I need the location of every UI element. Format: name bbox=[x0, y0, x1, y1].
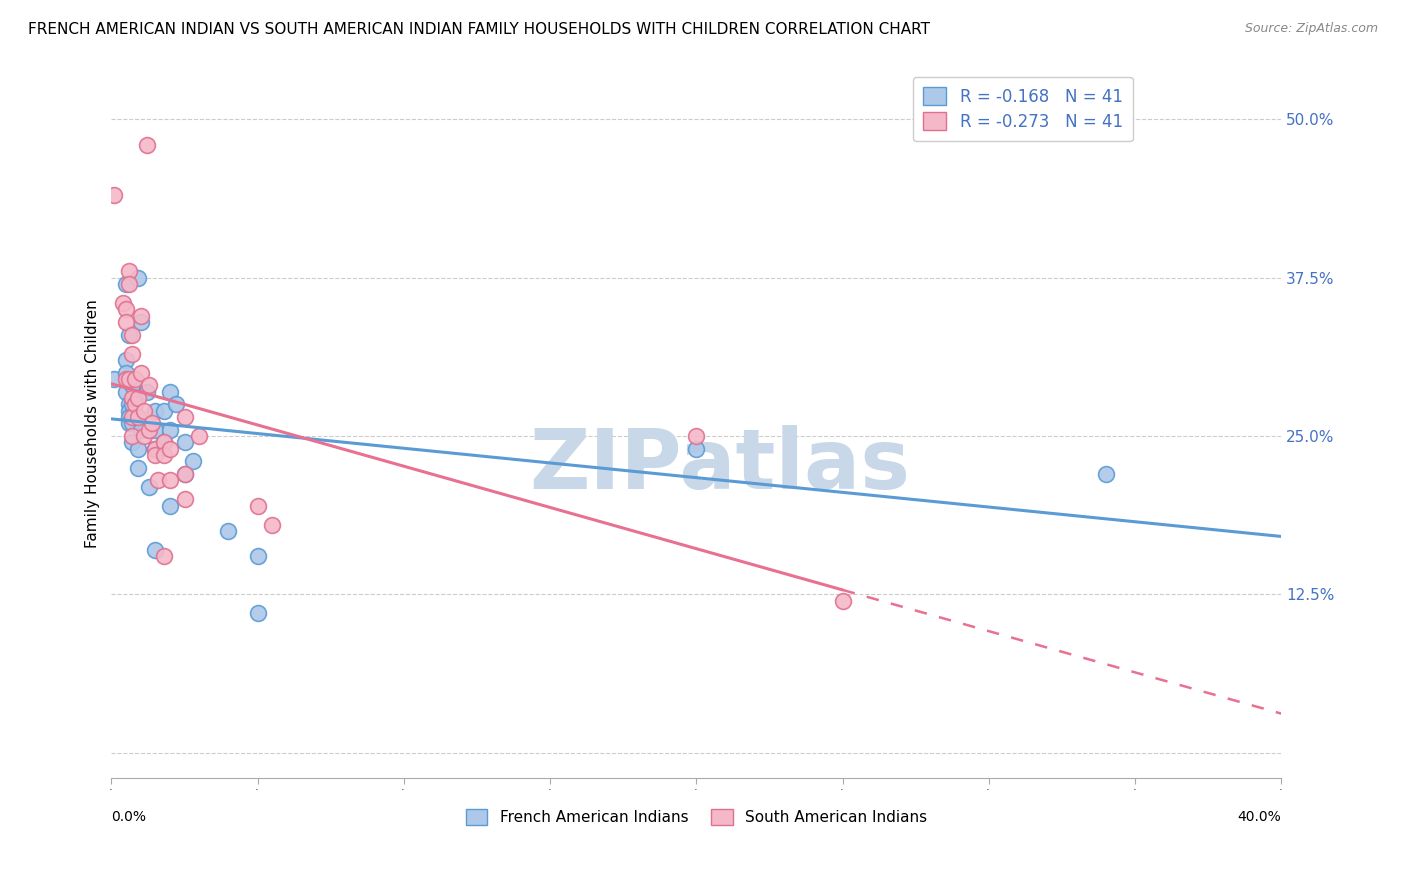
Point bbox=[118, 327, 141, 342]
Point bbox=[148, 474, 170, 488]
Point bbox=[143, 442, 166, 456]
Point bbox=[121, 378, 143, 392]
Point bbox=[118, 277, 141, 291]
Point bbox=[153, 549, 176, 564]
Text: Source: ZipAtlas.com: Source: ZipAtlas.com bbox=[1244, 22, 1378, 36]
Point bbox=[132, 403, 155, 417]
Point bbox=[124, 397, 146, 411]
Point bbox=[143, 423, 166, 437]
Point bbox=[173, 467, 195, 481]
Legend: French American Indians, South American Indians: French American Indians, South American … bbox=[457, 799, 936, 834]
Point bbox=[127, 410, 149, 425]
Point bbox=[127, 442, 149, 456]
Point bbox=[685, 429, 707, 443]
Y-axis label: Family Households with Children: Family Households with Children bbox=[86, 299, 100, 548]
Point bbox=[143, 543, 166, 558]
Point bbox=[246, 607, 269, 621]
Point bbox=[132, 429, 155, 443]
Point bbox=[143, 403, 166, 417]
Point bbox=[188, 429, 211, 443]
Point bbox=[103, 188, 125, 202]
Point bbox=[124, 410, 146, 425]
Point bbox=[118, 410, 141, 425]
Text: 40.0%: 40.0% bbox=[1237, 810, 1281, 824]
Point bbox=[138, 480, 160, 494]
Point bbox=[118, 403, 141, 417]
Point bbox=[103, 372, 125, 386]
Point bbox=[115, 372, 138, 386]
Point bbox=[159, 384, 181, 399]
Point bbox=[115, 277, 138, 291]
Point bbox=[115, 384, 138, 399]
Point bbox=[121, 391, 143, 405]
Point bbox=[262, 517, 284, 532]
Point bbox=[118, 372, 141, 386]
Point bbox=[118, 417, 141, 431]
Point bbox=[127, 460, 149, 475]
Point bbox=[246, 499, 269, 513]
Point bbox=[129, 309, 152, 323]
Point bbox=[115, 315, 138, 329]
Point bbox=[143, 448, 166, 462]
Point bbox=[124, 372, 146, 386]
Point bbox=[121, 435, 143, 450]
Point bbox=[173, 492, 195, 507]
Point bbox=[159, 474, 181, 488]
Point bbox=[173, 467, 195, 481]
Point bbox=[121, 327, 143, 342]
Point bbox=[129, 366, 152, 380]
Point bbox=[153, 435, 176, 450]
Point bbox=[129, 315, 152, 329]
Point bbox=[159, 442, 181, 456]
Point bbox=[118, 397, 141, 411]
Point bbox=[153, 448, 176, 462]
Text: 0.0%: 0.0% bbox=[111, 810, 146, 824]
Point bbox=[1095, 467, 1118, 481]
Point bbox=[127, 270, 149, 285]
Point bbox=[173, 435, 195, 450]
Point bbox=[121, 397, 143, 411]
Point bbox=[124, 391, 146, 405]
Point bbox=[135, 384, 157, 399]
Point bbox=[181, 454, 204, 468]
Point bbox=[135, 137, 157, 152]
Point bbox=[159, 423, 181, 437]
Point bbox=[115, 366, 138, 380]
Point bbox=[112, 296, 135, 310]
Point bbox=[129, 423, 152, 437]
Point bbox=[118, 264, 141, 278]
Point bbox=[121, 429, 143, 443]
Point bbox=[121, 410, 143, 425]
Point bbox=[159, 499, 181, 513]
Point bbox=[153, 435, 176, 450]
Point bbox=[217, 524, 239, 538]
Point bbox=[246, 549, 269, 564]
Point bbox=[115, 353, 138, 368]
Point bbox=[143, 442, 166, 456]
Point bbox=[831, 594, 853, 608]
Point bbox=[121, 346, 143, 360]
Point bbox=[685, 442, 707, 456]
Point bbox=[121, 417, 143, 431]
Point bbox=[153, 403, 176, 417]
Text: FRENCH AMERICAN INDIAN VS SOUTH AMERICAN INDIAN FAMILY HOUSEHOLDS WITH CHILDREN : FRENCH AMERICAN INDIAN VS SOUTH AMERICAN… bbox=[28, 22, 931, 37]
Point bbox=[138, 378, 160, 392]
Point bbox=[173, 410, 195, 425]
Point bbox=[165, 397, 187, 411]
Point bbox=[138, 423, 160, 437]
Text: ZIPatlas: ZIPatlas bbox=[529, 425, 910, 507]
Point bbox=[141, 417, 163, 431]
Point bbox=[127, 391, 149, 405]
Point bbox=[115, 302, 138, 317]
